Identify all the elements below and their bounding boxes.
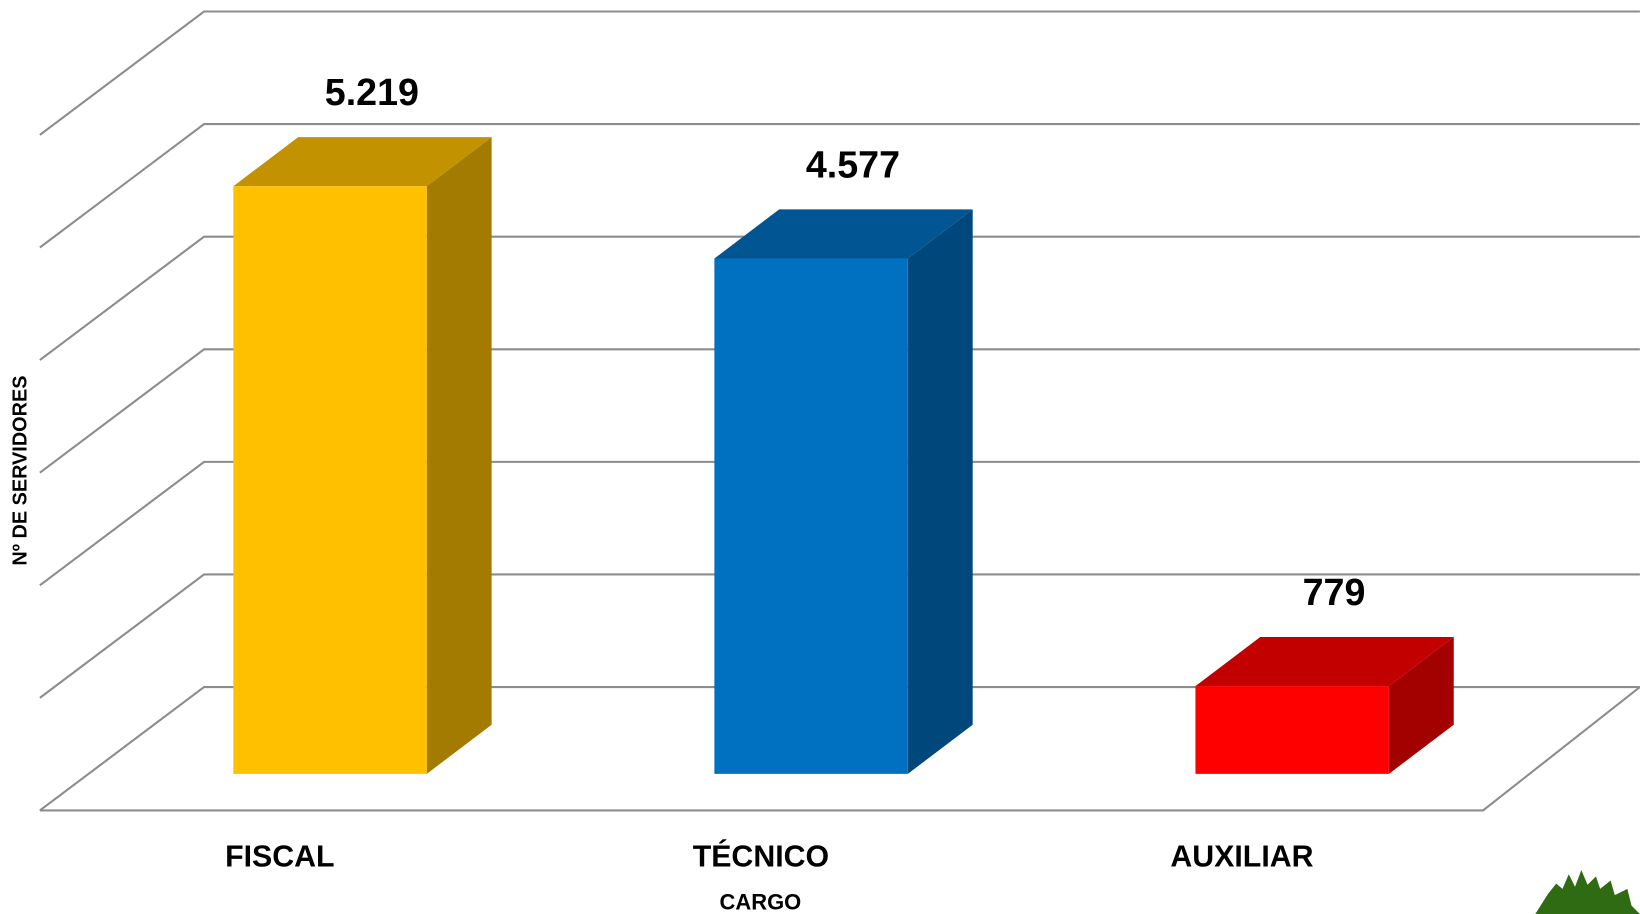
value-label: 5.219 <box>325 71 419 113</box>
value-label: 779 <box>1303 571 1366 613</box>
grid-line <box>39 460 1640 587</box>
x-axis-title: CARGO <box>720 889 802 914</box>
bar <box>233 186 427 774</box>
grid-line <box>39 348 1640 474</box>
grid-line <box>39 686 1640 812</box>
bar-side <box>1388 637 1454 774</box>
bar-side <box>907 209 973 774</box>
grid-line <box>39 123 1640 249</box>
grid-line <box>39 573 1640 699</box>
y-axis-title: Nº DE SERVIDORES <box>9 376 31 566</box>
bar <box>714 258 908 774</box>
grid-line <box>39 235 1640 361</box>
x-tick-label: FISCAL <box>225 841 334 874</box>
bar <box>1195 686 1389 774</box>
grid-line <box>39 10 1640 136</box>
x-tick-label: AUXILIAR <box>1170 841 1313 874</box>
floor-edge <box>39 686 1640 812</box>
bar-top <box>1195 637 1454 687</box>
x-tick-label: TÉCNICO <box>693 840 829 874</box>
bar-top <box>233 137 492 187</box>
bar-top <box>714 209 973 259</box>
tree-icon <box>1535 870 1640 914</box>
bar-side <box>426 137 492 774</box>
value-label: 4.577 <box>806 143 900 185</box>
